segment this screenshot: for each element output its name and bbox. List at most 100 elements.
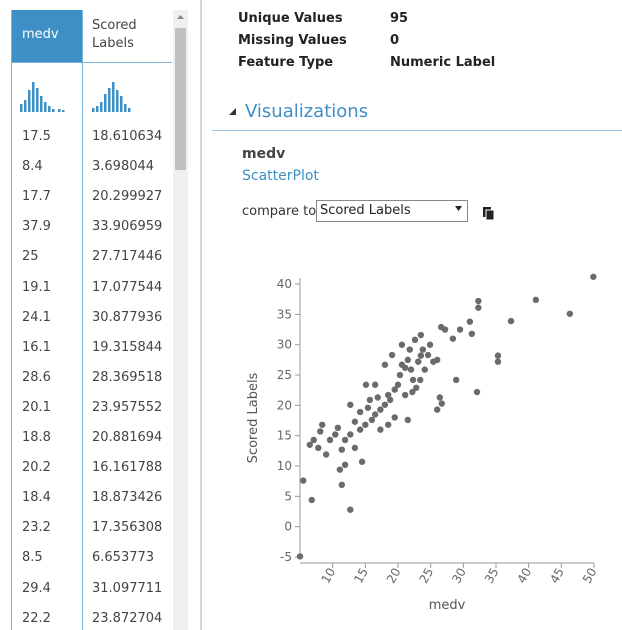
copy-icon[interactable]: [482, 206, 496, 222]
x-tick-label: 50: [580, 566, 600, 586]
point: [332, 431, 339, 438]
point: [466, 318, 474, 325]
point: [421, 366, 428, 373]
point: [391, 386, 398, 393]
point: [590, 273, 597, 280]
point: [398, 361, 406, 368]
point: [381, 361, 389, 368]
column-border: [11, 10, 12, 630]
compare-select[interactable]: [316, 200, 468, 222]
score-cell: 16.161788: [92, 460, 163, 476]
point: [317, 428, 324, 435]
compare-label: compare to: [242, 204, 317, 219]
y-tick-label: 30: [277, 338, 292, 352]
medv-cell: 19.1: [22, 279, 51, 295]
point: [341, 461, 349, 469]
point: [338, 481, 346, 489]
point: [347, 431, 354, 438]
score-cell: 20.299927: [92, 189, 163, 205]
point: [475, 304, 482, 311]
point: [419, 346, 427, 353]
point: [358, 458, 366, 465]
score-cell: 18.873426: [92, 490, 163, 506]
point: [411, 336, 419, 344]
collapse-icon[interactable]: [228, 107, 238, 117]
point: [434, 406, 441, 413]
point: [385, 391, 392, 399]
y-tick-label: 10: [277, 459, 292, 473]
point: [437, 323, 445, 331]
point: [409, 376, 417, 384]
scroll-thumb[interactable]: [175, 28, 186, 170]
point: [417, 376, 424, 384]
compare-select-value[interactable]: Scored Labels: [320, 203, 411, 218]
point: [426, 341, 434, 348]
point: [417, 352, 425, 359]
column-name: medv: [242, 146, 286, 162]
score-cell: 18.610634: [92, 129, 163, 144]
section-rule: [212, 130, 622, 131]
score-cell: 30.877936: [92, 309, 163, 325]
score-cell: 23.957552: [92, 399, 163, 415]
y-tick-label: 15: [277, 429, 292, 443]
point: [532, 296, 540, 304]
y-tick-label: 20: [277, 398, 292, 412]
point: [456, 326, 464, 333]
point: [391, 414, 398, 421]
point: [566, 310, 574, 317]
point: [306, 441, 313, 448]
medv-header[interactable]: [12, 10, 82, 62]
point: [362, 381, 370, 388]
medv-cell: 23.2: [22, 520, 51, 536]
section-heading: Visualizations: [245, 101, 369, 122]
point: [319, 421, 326, 428]
point: [351, 444, 359, 452]
y-tick-label: 40: [277, 277, 292, 291]
point: [473, 388, 481, 396]
point: [377, 426, 384, 433]
x-axis-title: medv: [429, 598, 466, 613]
medv-cell: 24.1: [22, 309, 51, 325]
histograms: [20, 82, 131, 112]
medv-cell: 16.1: [22, 339, 51, 355]
point: [351, 418, 359, 425]
point: [341, 436, 349, 444]
medv-cell: 20.1: [22, 399, 51, 415]
point: [417, 331, 425, 339]
point: [385, 421, 392, 428]
select-arrow[interactable]: [454, 205, 464, 213]
point: [386, 396, 394, 404]
point: [388, 351, 396, 359]
medv-header-text: medv: [22, 27, 59, 42]
point: [326, 436, 334, 444]
point: [364, 404, 372, 411]
divider: [200, 0, 202, 630]
point: [362, 421, 369, 428]
point: [356, 426, 364, 433]
point: [368, 416, 376, 424]
medv-cell: 17.5: [22, 129, 51, 144]
point: [507, 317, 515, 325]
point: [374, 394, 381, 401]
medv-cell: 22.2: [22, 610, 51, 626]
medv-cell: 28.6: [22, 369, 51, 385]
medv-cell: 37.9: [22, 219, 51, 235]
point: [371, 411, 379, 418]
stat-value: 0: [390, 33, 400, 48]
point: [424, 351, 432, 359]
y-tick-label: 35: [277, 307, 292, 321]
point: [434, 356, 441, 364]
point: [308, 496, 315, 504]
stat-value: 95: [390, 11, 409, 26]
scored-header-text[interactable]: Scored Labels: [92, 18, 137, 51]
point: [396, 371, 404, 379]
point: [413, 384, 420, 391]
point: [334, 424, 342, 432]
scroll-up[interactable]: [175, 12, 186, 22]
plot-type-link[interactable]: ScatterPlot: [242, 168, 319, 184]
point: [404, 416, 411, 424]
x-tick-label: 20: [384, 566, 404, 586]
medv-cell: 20.2: [22, 460, 51, 476]
point: [494, 352, 502, 359]
